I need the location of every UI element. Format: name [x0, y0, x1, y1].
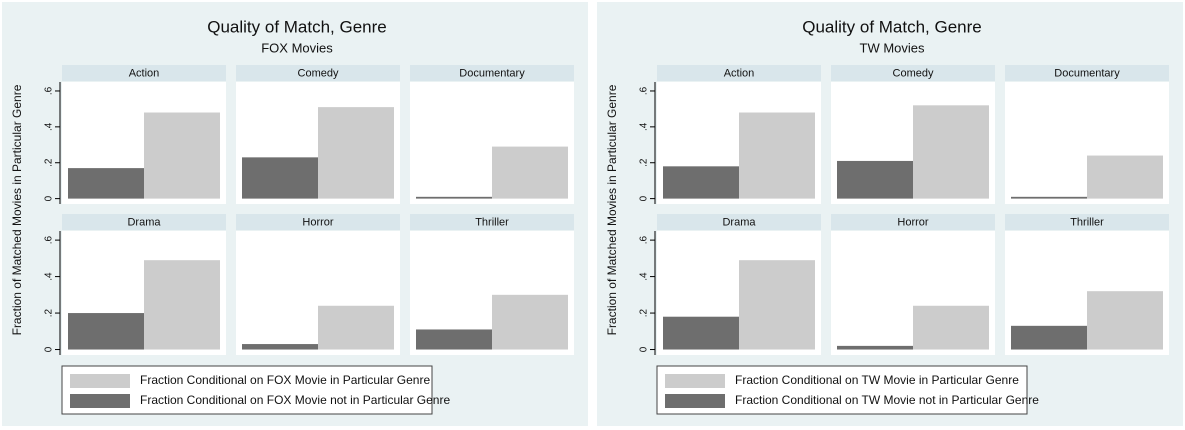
y-tick-label: 0 — [639, 346, 650, 352]
chart-subtitle: TW Movies — [860, 40, 926, 55]
facet-strip — [62, 65, 226, 81]
facet-label: Documentary — [459, 67, 525, 79]
legend-swatch — [70, 394, 130, 408]
facet-strip — [236, 214, 400, 230]
legend-label: Fraction Conditional on TW Movie in Part… — [735, 373, 1019, 387]
chart-title: Quality of Match, Genre — [802, 17, 982, 36]
facet-label: Action — [724, 67, 755, 79]
legend-swatch — [665, 374, 725, 388]
y-tick-label: .6 — [44, 86, 55, 95]
y-tick-label: .6 — [639, 86, 650, 95]
y-tick-label: .4 — [44, 272, 55, 281]
y-axis-label: Fraction of Matched Movies in Particular… — [605, 84, 619, 335]
chart-subtitle: FOX Movies — [261, 40, 333, 55]
facet-strip — [657, 65, 821, 81]
facet-label: Comedy — [893, 67, 934, 79]
y-axis-label: Fraction of Matched Movies in Particular… — [10, 84, 24, 335]
facet-strip — [831, 65, 995, 81]
bar — [242, 157, 318, 199]
bar — [663, 316, 739, 350]
facet-strip — [410, 65, 574, 81]
facet-label: Drama — [127, 216, 161, 228]
y-tick-label: .2 — [44, 158, 55, 167]
bar — [144, 112, 220, 199]
facet-label: Comedy — [298, 67, 339, 79]
legend-label: Fraction Conditional on FOX Movie in Par… — [140, 373, 430, 387]
facet-label: Horror — [897, 216, 929, 228]
facet-strip — [831, 214, 995, 230]
y-tick-label: 0 — [44, 195, 55, 201]
facet-strip — [410, 214, 574, 230]
bar — [837, 160, 913, 199]
y-tick-label: .2 — [639, 308, 650, 317]
bar — [318, 107, 394, 199]
y-tick-label: .4 — [639, 272, 650, 281]
bar — [739, 260, 815, 350]
facet-strip — [236, 65, 400, 81]
y-tick-label: .6 — [44, 236, 55, 245]
facet-label: Action — [129, 67, 160, 79]
facet-label: Drama — [722, 216, 756, 228]
y-tick-label: 0 — [639, 195, 650, 201]
facet-strip — [62, 214, 226, 230]
bar — [416, 196, 492, 199]
bar — [242, 344, 318, 350]
bar — [739, 112, 815, 199]
y-tick-label: .6 — [639, 236, 650, 245]
bar — [416, 329, 492, 350]
bar — [68, 313, 144, 350]
facet-label: Thriller — [1070, 216, 1104, 228]
facet-strip — [1005, 65, 1169, 81]
bar — [837, 345, 913, 350]
y-tick-label: .2 — [44, 308, 55, 317]
bar — [913, 105, 989, 199]
y-tick-label: .4 — [44, 122, 55, 131]
bar — [1011, 325, 1087, 350]
bar — [68, 168, 144, 199]
bar — [1011, 196, 1087, 199]
bar — [1087, 155, 1163, 199]
bar — [492, 294, 568, 350]
chart-title: Quality of Match, Genre — [207, 17, 387, 36]
y-tick-label: .2 — [639, 158, 650, 167]
legend-label: Fraction Conditional on FOX Movie not in… — [140, 393, 450, 407]
facet-label: Thriller — [475, 216, 509, 228]
bar — [318, 305, 394, 350]
facet-strip — [1005, 214, 1169, 230]
bar — [663, 166, 739, 199]
legend-swatch — [665, 394, 725, 408]
bar — [144, 260, 220, 350]
y-tick-label: 0 — [44, 346, 55, 352]
facet-label: Horror — [302, 216, 334, 228]
legend-label: Fraction Conditional on TW Movie not in … — [735, 393, 1039, 407]
bar — [492, 146, 568, 199]
y-tick-label: .4 — [639, 122, 650, 131]
bar — [1087, 291, 1163, 350]
facet-strip — [657, 214, 821, 230]
bar — [913, 305, 989, 350]
legend-swatch — [70, 374, 130, 388]
facet-label: Documentary — [1054, 67, 1120, 79]
